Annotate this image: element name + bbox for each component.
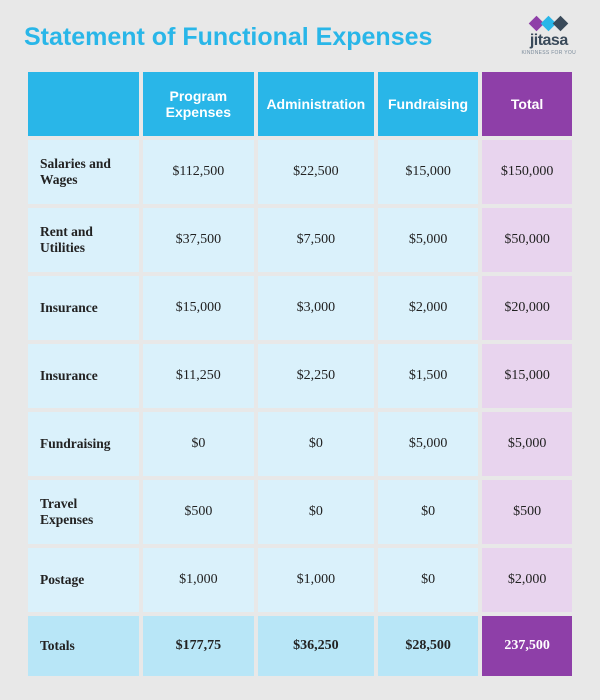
cell-value: $7,500 <box>258 208 374 272</box>
row-label: Postage <box>28 548 139 612</box>
expenses-table: Program Expenses Administration Fundrais… <box>24 68 576 680</box>
row-label: Insurance <box>28 344 139 408</box>
logo-tagline: KINDNESS FOR YOU <box>522 50 576 56</box>
cell-value: $15,000 <box>378 140 478 204</box>
table-row: Insurance$15,000$3,000$2,000$20,000 <box>28 276 572 340</box>
table-row: Postage$1,000$1,000$0$2,000 <box>28 548 572 612</box>
cell-value: $1,000 <box>258 548 374 612</box>
cell-value: $11,250 <box>143 344 254 408</box>
row-label: Travel Expenses <box>28 480 139 544</box>
cell-total: $150,000 <box>482 140 572 204</box>
cell-value: $5,000 <box>378 208 478 272</box>
cell-value: $5,000 <box>378 412 478 476</box>
cell-total: $15,000 <box>482 344 572 408</box>
cell-value: $22,500 <box>258 140 374 204</box>
col-header-fundraising: Fundraising <box>378 72 478 136</box>
cell-value: $0 <box>258 480 374 544</box>
logo-mark <box>531 18 566 29</box>
page-header: Statement of Functional Expenses jitasa … <box>24 18 576 56</box>
table-body: Salaries and Wages$112,500$22,500$15,000… <box>28 140 572 676</box>
cell-value: $1,000 <box>143 548 254 612</box>
cell-value: $1,500 <box>378 344 478 408</box>
cell-value: $15,000 <box>143 276 254 340</box>
totals-cell: $177,75 <box>143 616 254 676</box>
cell-value: $0 <box>143 412 254 476</box>
cell-value: $112,500 <box>143 140 254 204</box>
page-title: Statement of Functional Expenses <box>24 23 432 52</box>
cell-value: $3,000 <box>258 276 374 340</box>
table-row: Rent and Utilities$37,500$7,500$5,000$50… <box>28 208 572 272</box>
cell-value: $0 <box>378 480 478 544</box>
logo-text: jitasa <box>530 32 568 50</box>
table-row: Salaries and Wages$112,500$22,500$15,000… <box>28 140 572 204</box>
brand-logo: jitasa KINDNESS FOR YOU <box>522 18 576 56</box>
row-label: Salaries and Wages <box>28 140 139 204</box>
logo-diamond-icon <box>553 16 569 32</box>
cell-total: $50,000 <box>482 208 572 272</box>
col-header-program: Program Expenses <box>143 72 254 136</box>
totals-cell: $28,500 <box>378 616 478 676</box>
cell-total: $5,000 <box>482 412 572 476</box>
row-label: Insurance <box>28 276 139 340</box>
table-row: Insurance$11,250$2,250$1,500$15,000 <box>28 344 572 408</box>
cell-value: $37,500 <box>143 208 254 272</box>
row-label: Fundraising <box>28 412 139 476</box>
cell-value: $2,000 <box>378 276 478 340</box>
totals-cell-total: 237,500 <box>482 616 572 676</box>
cell-total: $20,000 <box>482 276 572 340</box>
col-header-total: Total <box>482 72 572 136</box>
cell-total: $2,000 <box>482 548 572 612</box>
table-header-row: Program Expenses Administration Fundrais… <box>28 72 572 136</box>
totals-cell: $36,250 <box>258 616 374 676</box>
cell-value: $0 <box>258 412 374 476</box>
cell-value: $500 <box>143 480 254 544</box>
cell-value: $2,250 <box>258 344 374 408</box>
totals-row: Totals$177,75$36,250$28,500237,500 <box>28 616 572 676</box>
col-header-admin: Administration <box>258 72 374 136</box>
cell-value: $0 <box>378 548 478 612</box>
table-row: Travel Expenses$500$0$0$500 <box>28 480 572 544</box>
totals-label: Totals <box>28 616 139 676</box>
table-row: Fundraising$0$0$5,000$5,000 <box>28 412 572 476</box>
col-header-blank <box>28 72 139 136</box>
cell-total: $500 <box>482 480 572 544</box>
row-label: Rent and Utilities <box>28 208 139 272</box>
